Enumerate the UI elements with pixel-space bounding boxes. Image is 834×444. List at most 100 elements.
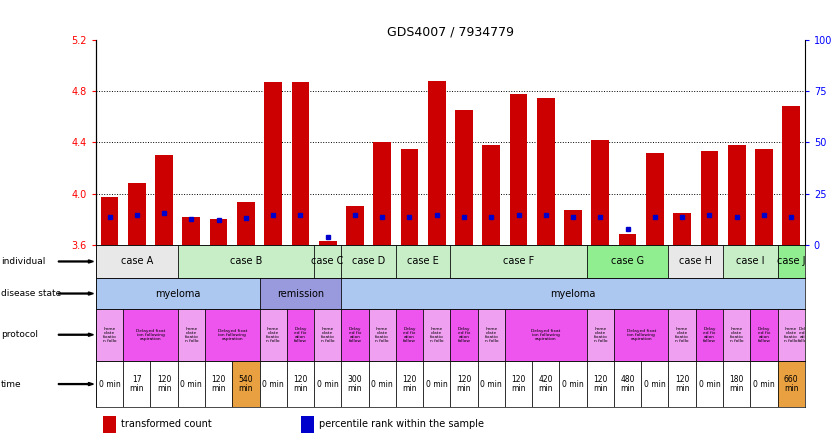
Bar [560,361,586,408]
Text: Imme
diate
fixatio
n follo: Imme diate fixatio n follo [321,327,334,343]
Bar [237,202,254,245]
Bar [505,361,532,408]
Bar [723,309,751,361]
Bar [346,206,364,245]
Bar [614,361,641,408]
Bar [450,309,478,361]
Bar [510,94,527,245]
Text: individual: individual [1,257,45,266]
Bar [123,361,150,408]
Text: Imme
diate
fixatio
n follo: Imme diate fixatio n follo [375,327,389,343]
Text: Delayed fixat
ion following
aspiration: Delayed fixat ion following aspiration [136,329,165,341]
Text: 120
min: 120 min [511,375,525,393]
Bar [96,245,178,278]
Text: 120
min: 120 min [593,375,608,393]
Text: time: time [1,380,22,388]
Bar [505,309,586,361]
Bar [564,210,582,245]
Bar [696,309,723,361]
Bar [155,155,173,245]
Text: 0 min: 0 min [562,380,584,388]
Text: 540
min: 540 min [239,375,254,393]
Text: 0 min: 0 min [480,380,502,388]
Bar [259,361,287,408]
Bar [264,82,282,245]
Bar [450,361,478,408]
Text: 0 min: 0 min [699,380,721,388]
Bar [586,309,614,361]
Bar [646,153,664,245]
Text: myeloma: myeloma [550,289,595,298]
Text: 120
min: 120 min [211,375,226,393]
Text: 0 min: 0 min [644,380,666,388]
Text: Imme
diate
fixatio
n follo: Imme diate fixatio n follo [430,327,444,343]
Text: Delayed fixat
ion following
aspiration: Delayed fixat ion following aspiration [218,329,247,341]
Bar [723,245,777,278]
Bar [455,111,473,245]
Bar [450,245,586,278]
Text: Imme
diate
fixatio
n follo: Imme diate fixatio n follo [676,327,689,343]
Bar [101,197,118,245]
Bar [292,82,309,245]
Text: 120
min: 120 min [293,375,308,393]
Bar [396,361,423,408]
Text: disease state: disease state [1,289,61,298]
Bar [259,309,287,361]
Text: Delayed fixat
ion following
aspiration: Delayed fixat ion following aspiration [531,329,560,341]
Text: 660
min: 660 min [784,375,798,393]
Bar [178,309,205,361]
Bar [723,361,751,408]
Text: Imme
diate
fixatio
n follo: Imme diate fixatio n follo [103,327,117,343]
Text: 0 min: 0 min [317,380,339,388]
Text: case C: case C [311,257,344,266]
Bar [701,151,718,245]
Text: percentile rank within the sample: percentile rank within the sample [319,419,485,428]
Bar [314,245,341,278]
Bar [482,145,500,245]
Bar [287,309,314,361]
Text: case A: case A [121,257,153,266]
Bar [423,309,450,361]
Bar [641,361,669,408]
Text: protocol: protocol [1,330,38,339]
Text: Imme
diate
fixatio
n follo: Imme diate fixatio n follo [184,327,198,343]
Bar [532,361,560,408]
Bar [669,245,723,278]
Bar [478,309,505,361]
Text: 0 min: 0 min [98,380,120,388]
Bar [209,219,228,245]
Bar [586,361,614,408]
Bar [302,416,314,433]
Bar [287,361,314,408]
Text: 0 min: 0 min [753,380,775,388]
Bar [478,361,505,408]
Bar [314,309,341,361]
Bar [341,361,369,408]
Text: 17
min: 17 min [129,375,144,393]
Bar [537,98,555,245]
Bar [183,217,200,245]
Text: Delay
ed fix
ation
follow: Delay ed fix ation follow [798,327,811,343]
Bar [369,309,396,361]
Bar [341,309,369,361]
Text: 120
min: 120 min [402,375,417,393]
Bar [777,245,805,278]
Text: case F: case F [503,257,534,266]
Bar [178,245,314,278]
Bar [96,361,123,408]
Bar [614,309,669,361]
Text: transformed count: transformed count [121,419,212,428]
Text: 180
min: 180 min [730,375,744,393]
Text: Delay
ed fix
ation
follow: Delay ed fix ation follow [703,327,716,343]
Bar [369,361,396,408]
Text: Imme
diate
fixatio
n follo: Imme diate fixatio n follo [730,327,744,343]
Text: 300
min: 300 min [348,375,362,393]
Text: case D: case D [352,257,385,266]
Bar [205,361,232,408]
Bar [314,361,341,408]
Bar [673,213,691,245]
Bar [341,278,805,309]
Bar [428,81,445,245]
Text: 120
min: 120 min [157,375,171,393]
Text: Imme
diate
fixatio
n follo: Imme diate fixatio n follo [485,327,498,343]
